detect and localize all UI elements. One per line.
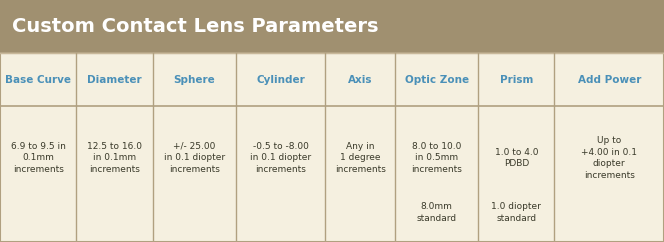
Text: Cylinder: Cylinder (256, 75, 305, 85)
Text: Base Curve: Base Curve (5, 75, 71, 85)
Text: Axis: Axis (348, 75, 373, 85)
Text: 12.5 to 16.0
in 0.1mm
increments: 12.5 to 16.0 in 0.1mm increments (87, 142, 142, 174)
Text: Sphere: Sphere (173, 75, 215, 85)
Text: 1.0 diopter
standard: 1.0 diopter standard (491, 202, 541, 223)
Text: Up to
+4.00 in 0.1
diopter
increments: Up to +4.00 in 0.1 diopter increments (581, 136, 637, 180)
Text: -0.5 to -8.00
in 0.1 diopter
increments: -0.5 to -8.00 in 0.1 diopter increments (250, 142, 311, 174)
Text: Any in
1 degree
increments: Any in 1 degree increments (335, 142, 386, 174)
Text: 8.0 to 10.0
in 0.5mm
increments: 8.0 to 10.0 in 0.5mm increments (411, 142, 462, 174)
Text: Add Power: Add Power (578, 75, 641, 85)
Text: Diameter: Diameter (87, 75, 142, 85)
Text: 6.9 to 9.5 in
0.1mm
increments: 6.9 to 9.5 in 0.1mm increments (11, 142, 66, 174)
Text: 1.0 to 4.0
PDBD: 1.0 to 4.0 PDBD (495, 148, 538, 168)
Text: 8.0mm
standard: 8.0mm standard (416, 202, 457, 223)
Text: Prism: Prism (499, 75, 533, 85)
Text: Optic Zone: Optic Zone (404, 75, 469, 85)
Bar (0, 0, 664, 53)
Text: +/- 25.00
in 0.1 diopter
increments: +/- 25.00 in 0.1 diopter increments (163, 142, 225, 174)
Text: Custom Contact Lens Parameters: Custom Contact Lens Parameters (12, 17, 378, 36)
Bar (0, 53, 664, 242)
